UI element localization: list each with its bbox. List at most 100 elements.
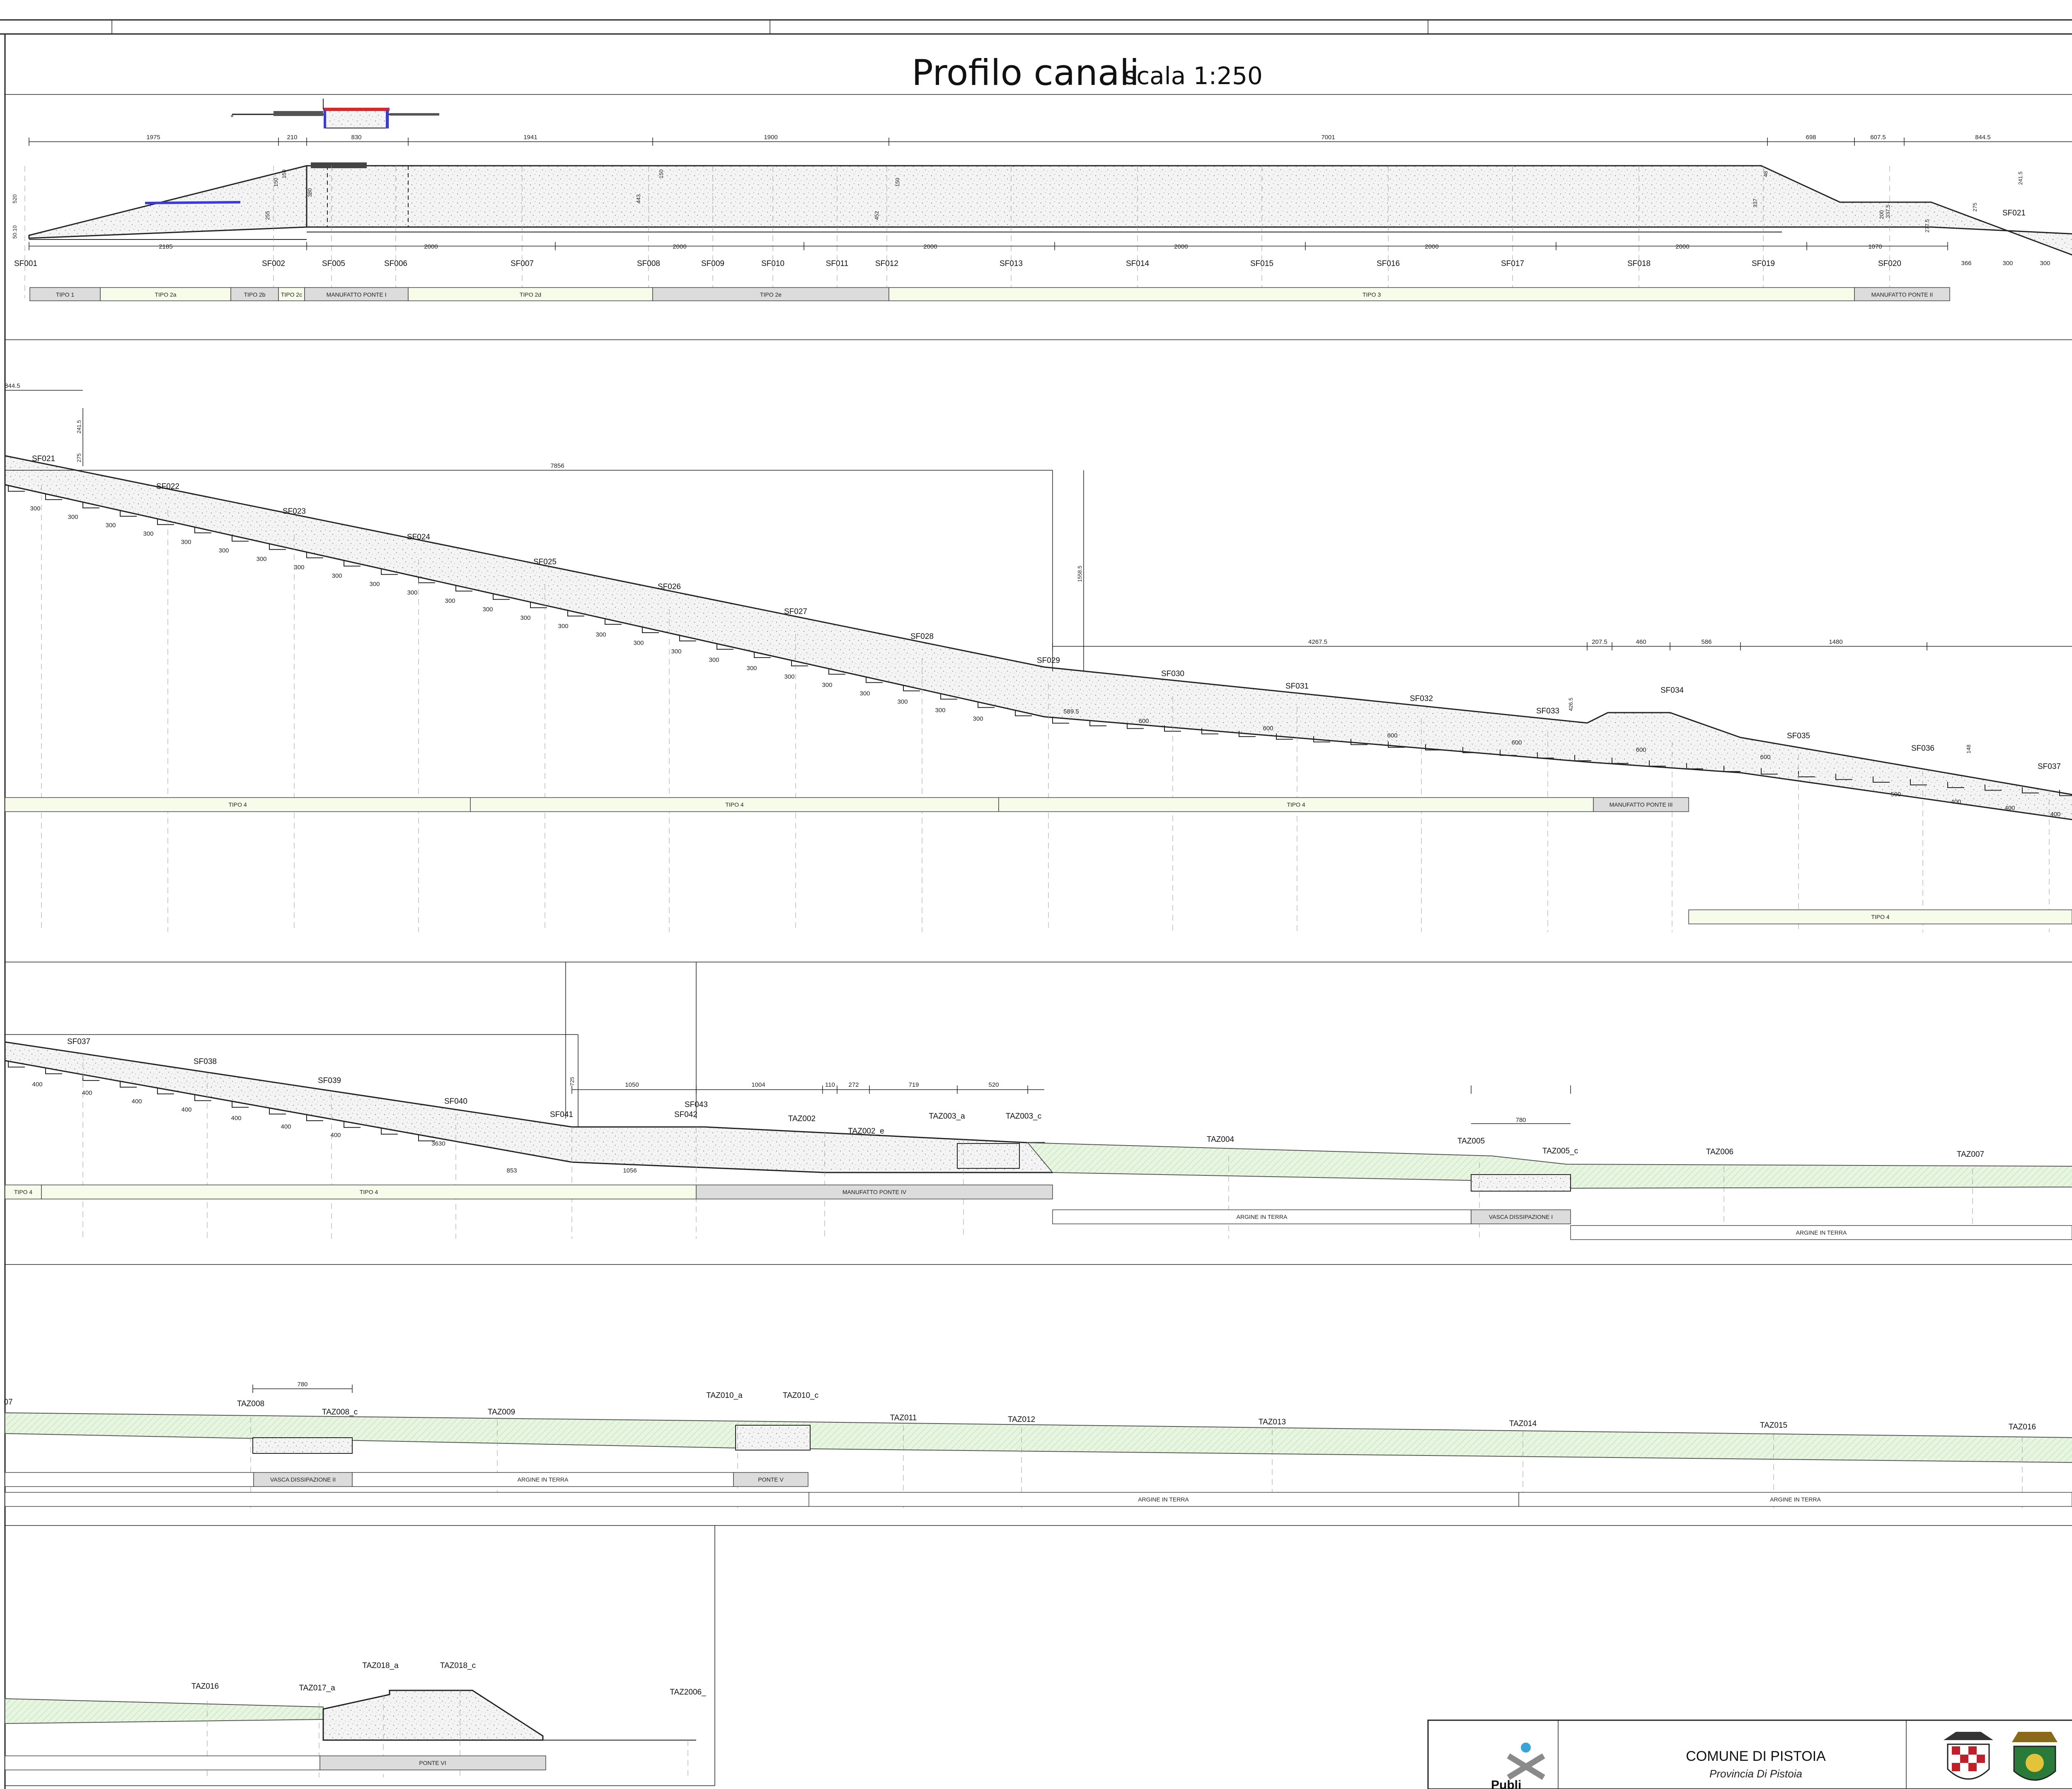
section-band (100, 287, 231, 301)
step-dimension: 300 (68, 513, 78, 520)
vertical-dimension: 337.5 (1885, 205, 1891, 218)
dimension-value: 2185 (159, 243, 172, 250)
step-dimension: 600 (1263, 725, 1273, 732)
section-band-label: TIPO 4 (14, 1189, 33, 1195)
vertical-dimension: 275 (1972, 203, 1978, 212)
station-label: SF041 (550, 1110, 573, 1119)
step-dimension: 600 (1511, 739, 1522, 746)
station-label: TAZ018_c (440, 1661, 476, 1670)
station-label: SF006 (384, 259, 407, 268)
station-label: SF032 (1410, 694, 1433, 703)
step-dimension: 400 (181, 1106, 191, 1113)
station-label: TAZ005_c (1542, 1147, 1578, 1156)
step-dimension: 300 (369, 581, 380, 588)
vertical-dimension: 241.5 (2017, 172, 2024, 185)
municipality-name: COMUNE DI PISTOIA (1686, 1748, 1826, 1764)
row5-bridge-structure (322, 1690, 544, 1741)
station-label: TAZ012 (1008, 1415, 1035, 1424)
station-label: SF043 (685, 1100, 708, 1109)
step-dimension: 400 (82, 1089, 92, 1096)
section-band-label: VASCA DISSIPAZIONE II (270, 1476, 336, 1483)
dimension-value: 460 (1636, 638, 1646, 645)
step-dimension: 3630 (431, 1140, 445, 1147)
dimension-value: 586 (1701, 638, 1711, 645)
station-label: SF015 (1250, 259, 1273, 268)
station-label: SF023 (283, 507, 306, 516)
vertical-dimension: 277.5 (1924, 219, 1930, 233)
section-band (29, 287, 101, 301)
dimension-value: 4267.5 (1308, 638, 1327, 645)
section-band-label: ARGINE IN TERRA (1237, 1214, 1288, 1220)
step-dimension: 600 (1138, 718, 1149, 725)
vertical-dimension: 150 (894, 178, 900, 187)
vertical-dimension: 148 (1965, 745, 1972, 754)
section-band-label: TIPO 2d (520, 291, 541, 298)
station-label: TAZ007 (1957, 1150, 1984, 1159)
row5-embankment (5, 1698, 324, 1724)
row1-station-lines (24, 166, 1890, 298)
step-dimension: 300 (746, 665, 757, 672)
section-band (652, 287, 889, 301)
step-dimension: 400 (231, 1115, 241, 1122)
dimension-value: 110 (825, 1081, 835, 1088)
section-band-label: TIPO 2c (281, 291, 302, 298)
step-dimension: 300 (822, 682, 832, 689)
step-dimension: 300 (181, 539, 191, 546)
station-label: SF039 (318, 1076, 341, 1085)
step-dimension: 600 (1387, 732, 1397, 739)
row4-section-bands: VASCA DISSIPAZIONE II ARGINE IN TERRA PONT… (5, 1472, 2072, 1507)
step-dimension: 300 (294, 564, 304, 571)
step-dimension: 300 (445, 597, 455, 604)
step-dimension: 300 (407, 589, 417, 596)
dimension-value: 844.5 (5, 382, 20, 389)
section-band (230, 287, 279, 301)
section-band-label: TIPO 2b (244, 291, 265, 298)
dimension-value: 7001 (1321, 134, 1335, 141)
station-label: SF013 (1000, 259, 1023, 268)
row3-step-dimensions: 400 400 400 400 400 400 400 3630 (32, 1081, 445, 1147)
station-label: TAZ003_a (929, 1112, 965, 1121)
station-label: 07 (4, 1398, 12, 1407)
station-label: TAZ009 (488, 1408, 515, 1417)
row5-station-labels: TAZ016 TAZ017_a TAZ018_a TAZ018_c TAZ2006_ (191, 1661, 706, 1697)
section-band-label: PONTE V (758, 1476, 784, 1483)
province-coat-of-arms-icon (2012, 1732, 2057, 1781)
row3-vertical-dimensions: 725 (569, 1077, 575, 1086)
vertical-dimension: 520 (12, 194, 18, 203)
row3-top-dimensions: 1050 1004 110 272 719 520 780 (571, 1081, 1571, 1124)
station-label: SF033 (1536, 707, 1559, 716)
row3-section-bands: TIPO 4 TIPO 4 MANUFATTO PONTE IV ARGINE IN … (5, 1185, 2072, 1240)
section-band (304, 287, 409, 301)
dimension-value: 2000 (923, 243, 937, 250)
dimension-value: 830 (351, 134, 361, 141)
station-label: SF030 (1161, 670, 1184, 678)
station-label: SF001 (14, 259, 37, 268)
station-label: TAZ006 (1706, 1148, 1733, 1156)
section-band-label: MANUFATTO PONTE II (1871, 291, 1933, 298)
row5-section-bands: PONTE VI (5, 1755, 546, 1770)
drawing-title: Profilo canali scala 1:250 (912, 52, 1263, 94)
dimension-value: 2000 (1675, 243, 1689, 250)
station-label: SF042 (674, 1110, 697, 1119)
vertical-dimension: 200 (1878, 210, 1885, 219)
section-band-label: TIPO 2e (760, 291, 782, 298)
publiacqua-logo: Publi (1491, 1743, 1545, 1789)
section-band-label: MANUFATTO PONTE III (1610, 801, 1673, 808)
vertical-dimension: 1558.5 (1077, 566, 1083, 582)
pistoia-coat-of-arms-icon (1944, 1732, 1993, 1780)
station-label: SF026 (658, 583, 681, 591)
station-label: TAZ016 (191, 1682, 219, 1691)
step-dimension: 400 (281, 1123, 291, 1130)
dimension-value: 1070 (1868, 243, 1882, 250)
dimension-value: 2000 (1425, 243, 1438, 250)
section-band (1688, 909, 2072, 924)
dimension-value: 1900 (764, 134, 777, 141)
section-band (733, 1472, 808, 1487)
station-label: SF037 (2038, 762, 2061, 771)
station-label: SF018 (1627, 259, 1651, 268)
row1-vertical-dimensions: 520 50.10 150 380 255 150 443 150 452 150 337 48 200… (12, 169, 2024, 239)
step-dimension: 400 (2050, 811, 2060, 818)
dimension-value: 2000 (673, 243, 686, 250)
vertical-dimension: 241.5 (76, 420, 82, 434)
